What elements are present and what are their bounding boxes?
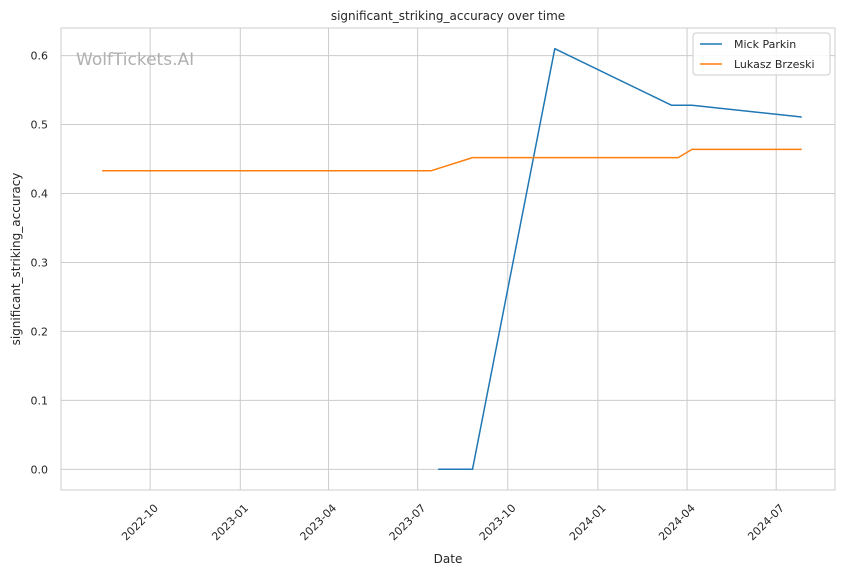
y-tick-label: 0.1 xyxy=(31,394,49,407)
y-tick-labels: 0.0 0.1 0.2 0.3 0.4 0.5 0.6 xyxy=(31,50,49,477)
series-line-lukasz-brzeski xyxy=(102,148,802,172)
legend-box xyxy=(692,32,831,76)
y-tick-label: 0.4 xyxy=(31,187,49,200)
watermark: WolfTickets.AI xyxy=(76,50,194,70)
y-tick-label: 0.5 xyxy=(31,119,49,132)
series-lines xyxy=(102,47,802,471)
legend-entry: Mick Parkin xyxy=(734,38,796,51)
chart-title: significant_striking_accuracy over time xyxy=(331,9,565,23)
y-axis-label: significant_striking_accuracy xyxy=(9,173,23,346)
y-tick-label: 0.0 xyxy=(31,463,49,476)
legend: Mick Parkin Lukasz Brzeski xyxy=(692,32,831,76)
grid xyxy=(61,28,835,490)
x-axis-label: Date xyxy=(434,552,463,566)
y-tick-label: 0.6 xyxy=(31,50,49,63)
series-line-mick-parkin xyxy=(438,47,802,471)
legend-entry: Lukasz Brzeski xyxy=(734,58,815,71)
plot-frame xyxy=(60,27,836,491)
y-tick-label: 0.3 xyxy=(31,256,49,269)
y-tick-label: 0.2 xyxy=(31,325,49,338)
